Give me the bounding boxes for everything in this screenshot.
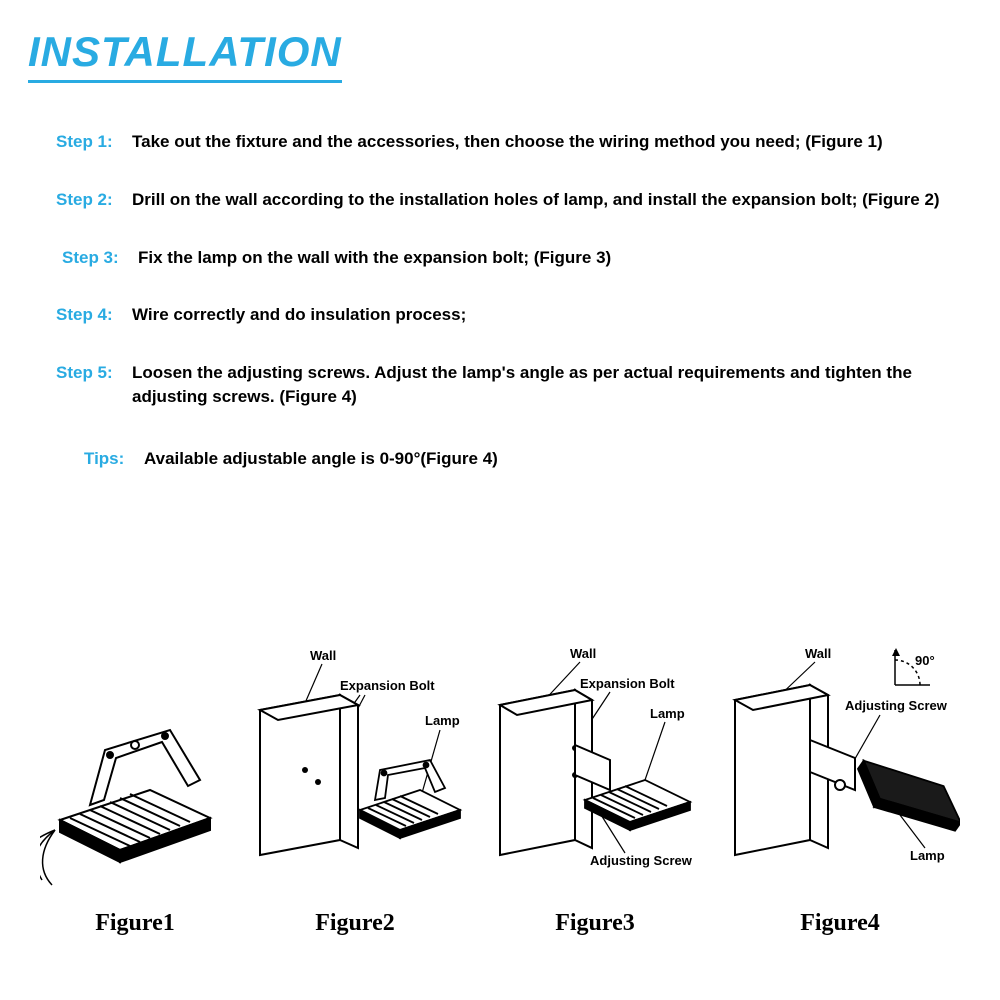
- step-label: Step 2:: [56, 188, 132, 212]
- figure-2-label: Figure2: [315, 910, 395, 937]
- figure-1: Figure1: [40, 640, 230, 937]
- figure-1-label: Figure1: [95, 910, 175, 937]
- step-label: Step 1:: [56, 130, 132, 154]
- figure-4-drawing: Wall 90° Adjusting Screw Lamp: [720, 640, 960, 900]
- step-3: Step 3: Fix the lamp on the wall with th…: [62, 246, 950, 270]
- step-text: Loosen the adjusting screws. Adjust the …: [132, 361, 950, 409]
- figure-1-drawing: [40, 640, 230, 900]
- step-text: Drill on the wall according to the insta…: [132, 188, 940, 212]
- figures-row: Figure1 Wall Expansion Bolt Lamp: [40, 640, 960, 937]
- step-4: Step 4: Wire correctly and do insulation…: [56, 303, 950, 327]
- step-text: Fix the lamp on the wall with the expans…: [138, 246, 611, 270]
- figure-2-drawing: Wall Expansion Bolt Lamp: [240, 640, 470, 900]
- figure-4: Wall 90° Adjusting Screw Lamp: [720, 640, 960, 937]
- figure-3-label: Figure3: [555, 910, 635, 937]
- step-5: Step 5: Loosen the adjusting screws. Adj…: [56, 361, 950, 409]
- figure-4-label: Figure4: [800, 910, 880, 937]
- step-1: Step 1: Take out the fixture and the acc…: [56, 130, 950, 154]
- annot-wall: Wall: [570, 646, 596, 661]
- step-text: Wire correctly and do insulation process…: [132, 303, 466, 327]
- tips-label: Tips:: [84, 449, 144, 469]
- annot-lamp: Lamp: [650, 706, 685, 721]
- step-label: Step 3:: [62, 246, 138, 270]
- annot-lamp: Lamp: [910, 848, 945, 863]
- figure-3-drawing: Wall Expansion Bolt Lamp Adjusting Screw: [480, 640, 710, 900]
- annot-adjusting-screw: Adjusting Screw: [845, 698, 948, 713]
- annot-expansion-bolt: Expansion Bolt: [580, 676, 675, 691]
- step-text: Take out the fixture and the accessories…: [132, 130, 883, 154]
- annot-adjusting-screw: Adjusting Screw: [590, 853, 693, 868]
- annot-lamp: Lamp: [425, 713, 460, 728]
- annot-90deg: 90°: [915, 653, 935, 668]
- tips-row: Tips: Available adjustable angle is 0-90…: [84, 449, 950, 469]
- annot-expansion-bolt: Expansion Bolt: [340, 678, 435, 693]
- step-label: Step 5:: [56, 361, 132, 409]
- tips-text: Available adjustable angle is 0-90°(Figu…: [144, 449, 498, 469]
- annot-wall: Wall: [310, 648, 336, 663]
- figure-2: Wall Expansion Bolt Lamp: [240, 640, 470, 937]
- step-label: Step 4:: [56, 303, 132, 327]
- step-2: Step 2: Drill on the wall according to t…: [56, 188, 950, 212]
- page-title: INSTALLATION: [28, 28, 342, 83]
- figure-3: Wall Expansion Bolt Lamp Adjusting Screw: [480, 640, 710, 937]
- annot-wall: Wall: [805, 646, 831, 661]
- steps-list: Step 1: Take out the fixture and the acc…: [56, 130, 950, 469]
